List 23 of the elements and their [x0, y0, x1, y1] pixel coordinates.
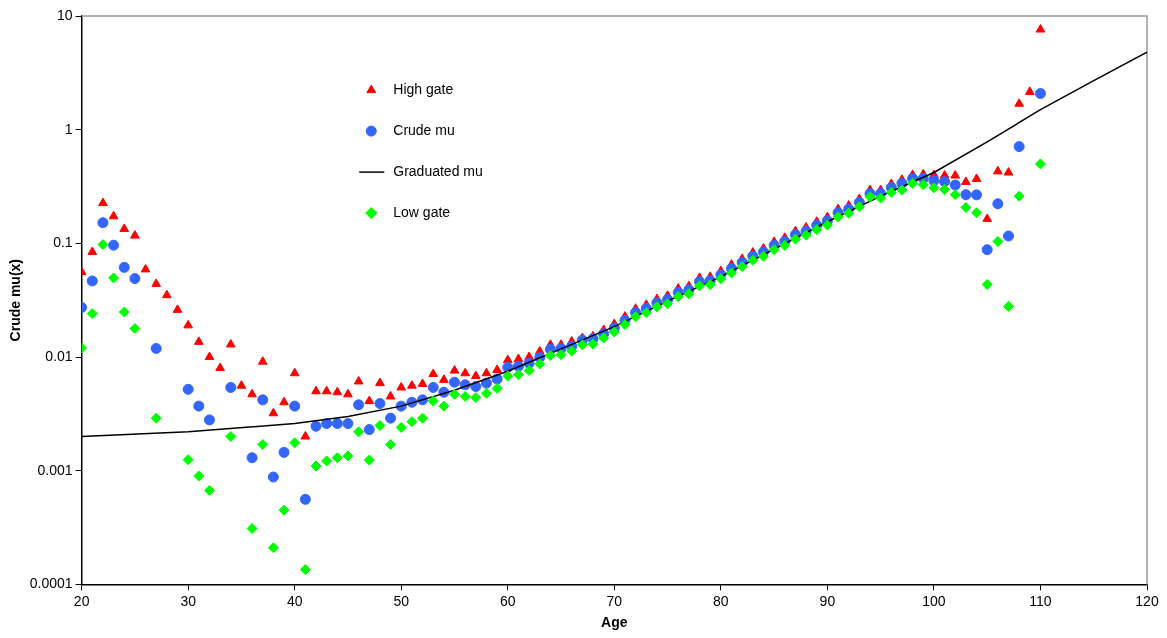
legend-label: Crude mu	[393, 121, 455, 138]
x-tick-label: 120	[1135, 592, 1159, 609]
y-tick-label: 0.001	[37, 461, 73, 478]
y-tick-label: 0.1	[53, 234, 73, 251]
legend-label: Low gate	[393, 203, 451, 220]
x-tick-label: 90	[819, 592, 836, 609]
x-tick-label: 40	[286, 592, 303, 609]
x-tick-label: 20	[73, 592, 90, 609]
y-tick-label: 10	[57, 6, 73, 23]
x-tick-label: 80	[713, 592, 729, 609]
x-tick-label: 50	[393, 592, 410, 609]
x-tick-label: 110	[1029, 592, 1052, 609]
y-tick-label: 1	[64, 120, 73, 137]
x-tick-label: 70	[606, 592, 623, 609]
legend-label: High gate	[393, 80, 454, 97]
y-tick-label: 0.01	[45, 347, 73, 364]
x-tick-label: 60	[499, 592, 516, 609]
y-axis-title: Crude mu(x)	[7, 258, 24, 342]
legend-label: Graduated mu	[393, 162, 483, 179]
x-tick-label: 100	[922, 592, 946, 609]
x-axis-title: Age	[601, 614, 628, 631]
x-tick-label: 30	[180, 592, 197, 609]
y-tick-label: 0.0001	[29, 575, 73, 592]
